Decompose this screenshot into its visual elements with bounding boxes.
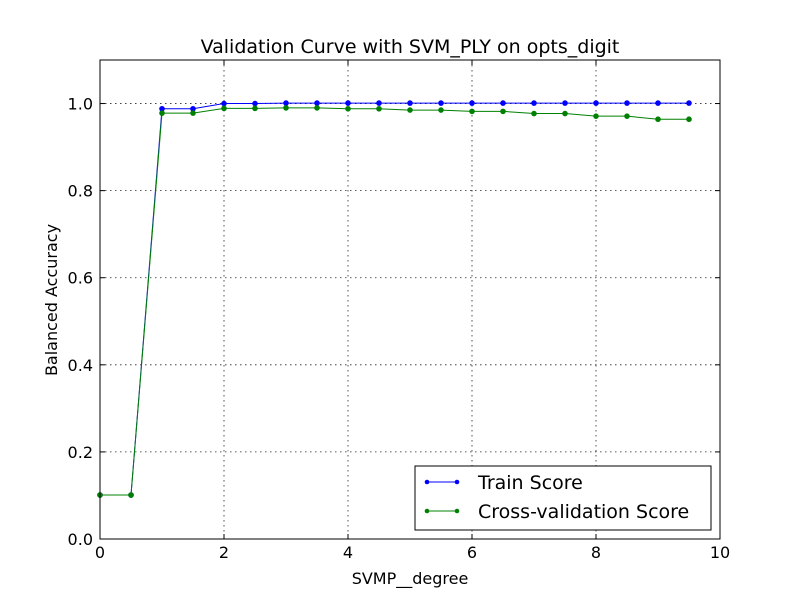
data-point [686, 100, 692, 106]
data-point [624, 113, 630, 119]
x-tick-label: 6 [467, 543, 477, 562]
legend-entry: Train Score [424, 472, 583, 494]
data-point [252, 100, 258, 107]
legend-label: Train Score [477, 472, 583, 494]
data-point [283, 100, 289, 106]
data-point [438, 107, 444, 113]
legend-entry: Cross-validation Score [424, 501, 689, 523]
data-point [128, 492, 134, 498]
y-tick-label: 0.6 [68, 269, 93, 288]
data-point [593, 113, 599, 119]
data-point [438, 100, 444, 106]
x-tick-label: 0 [95, 543, 105, 562]
series-layer [97, 100, 692, 498]
x-tick-label: 4 [343, 543, 353, 562]
data-point [655, 100, 661, 106]
data-point [345, 105, 351, 112]
data-point [283, 105, 289, 111]
data-point [500, 100, 506, 106]
y-tick-label: 0.8 [68, 182, 93, 201]
plot-area: 0 2 4 6 8 10 0.0 0.2 0.4 0.6 0.8 1.0 [68, 59, 730, 562]
data-point [407, 107, 413, 113]
y-axis-label: Balanced Accuracy [42, 224, 61, 376]
legend-box [414, 465, 712, 531]
data-point [345, 100, 351, 106]
plot-background [100, 60, 720, 539]
series-line [100, 107, 689, 496]
data-point [624, 100, 630, 106]
y-tick-label: 0.4 [68, 356, 93, 375]
legend-items: Train Score Cross-validation Score [424, 472, 689, 523]
data-point [407, 100, 413, 106]
x-tick-label: 8 [591, 543, 601, 562]
data-point [531, 110, 537, 117]
data-point [469, 108, 475, 115]
data-point [593, 100, 599, 106]
data-point [190, 110, 196, 116]
y-tick-label: 1.0 [68, 95, 93, 114]
axis-ticks: 0 2 4 6 8 10 0.0 0.2 0.4 0.6 0.8 1.0 [68, 60, 730, 562]
plot-frame [99, 59, 721, 540]
data-point [562, 110, 568, 117]
data-point [159, 110, 165, 116]
data-point [252, 105, 258, 112]
chart-title: Validation Curve with SVM_PLY on opts_di… [201, 36, 620, 58]
data-point [469, 100, 475, 106]
x-tick-label: 10 [710, 543, 730, 562]
legend: Train Score Cross-validation Score [414, 465, 712, 531]
data-point [314, 105, 320, 111]
series-line [100, 102, 689, 496]
y-tick-label: 0.0 [68, 530, 93, 549]
y-tick-label: 0.2 [68, 443, 93, 462]
data-point [531, 100, 537, 106]
data-point [376, 100, 382, 106]
data-point [686, 116, 692, 123]
legend-marker [424, 508, 430, 514]
data-point [655, 116, 661, 123]
x-tick-label: 2 [219, 543, 229, 562]
data-point [221, 100, 227, 107]
data-point [500, 108, 506, 115]
legend-marker [454, 479, 460, 485]
data-point [376, 105, 382, 112]
data-point [562, 100, 568, 106]
data-point [314, 100, 320, 106]
data-point [221, 105, 227, 112]
x-axis-label: SVMP__degree [352, 569, 469, 589]
legend-marker [454, 508, 460, 514]
legend-label: Cross-validation Score [478, 501, 689, 523]
legend-marker [424, 479, 430, 485]
series-cross-validation-score [97, 105, 692, 498]
